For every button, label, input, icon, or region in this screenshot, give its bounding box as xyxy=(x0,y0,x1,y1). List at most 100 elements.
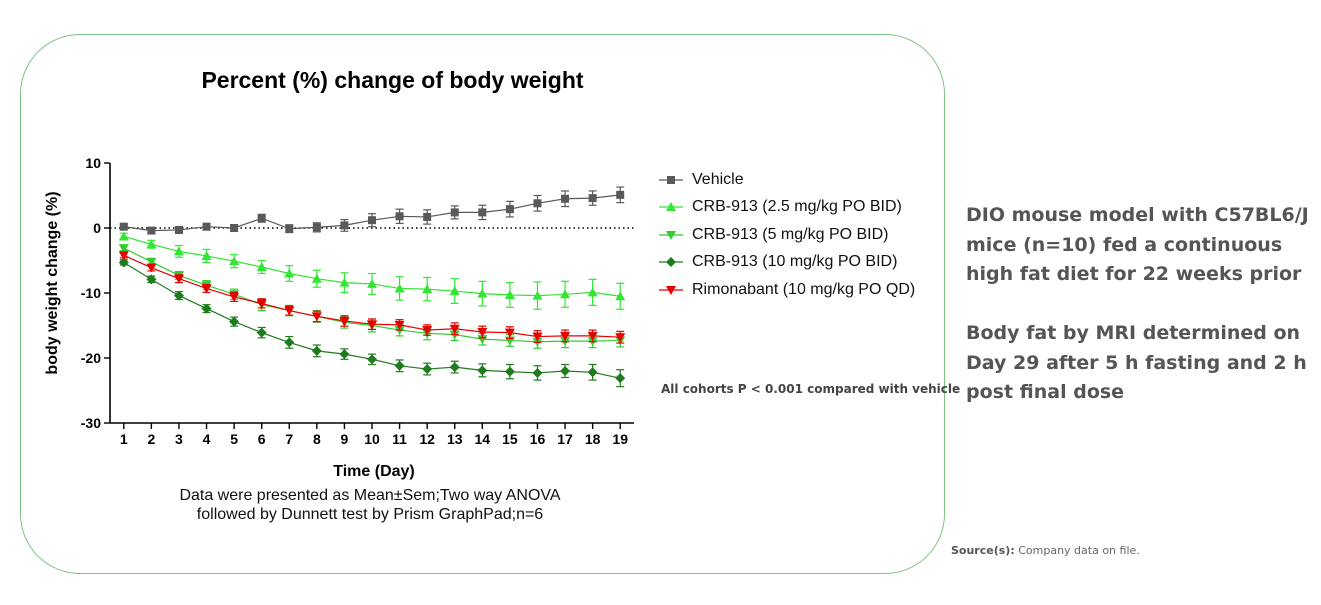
data-point xyxy=(339,316,350,326)
legend-item: Vehicle xyxy=(658,166,915,194)
x-tick-label: 16 xyxy=(530,431,546,447)
data-point xyxy=(422,284,433,294)
x-tick-label: 17 xyxy=(557,431,573,447)
x-tick-label: 18 xyxy=(585,431,601,447)
study-description: DIO mouse model with C57BL6/J mice (n=10… xyxy=(966,204,1309,285)
legend-label: CRB-913 (5 mg/kg PO BID) xyxy=(692,225,889,243)
data-point xyxy=(504,289,515,299)
data-point xyxy=(368,216,376,225)
x-tick-label: 13 xyxy=(447,431,463,447)
data-point xyxy=(118,251,129,261)
data-point xyxy=(560,331,571,341)
y-tick-label: 10 xyxy=(85,155,101,171)
data-point xyxy=(615,333,626,343)
caption-line-2: followed by Dunnett test by Prism GraphP… xyxy=(196,506,544,523)
data-point xyxy=(339,349,350,360)
data-point xyxy=(532,367,543,378)
series-1 xyxy=(118,231,626,310)
data-point xyxy=(367,278,377,288)
x-tick-label: 10 xyxy=(364,431,380,447)
data-point xyxy=(312,223,321,232)
data-point xyxy=(256,262,267,271)
data-point xyxy=(256,299,267,309)
data-point xyxy=(202,222,211,231)
x-tick-label: 8 xyxy=(313,431,321,447)
data-point xyxy=(588,194,597,203)
series-3 xyxy=(118,257,626,388)
legend-marker xyxy=(667,175,675,184)
legend-label: CRB-913 (10 mg/kg PO BID) xyxy=(692,253,898,271)
data-point xyxy=(229,316,240,327)
data-point xyxy=(423,212,432,221)
data-point xyxy=(311,273,322,283)
y-axis-label: body weight change (%) xyxy=(44,191,61,374)
source-note: Source(s): Company data on file. xyxy=(951,544,1140,557)
data-point xyxy=(340,221,349,230)
y-tick-label: -10 xyxy=(81,285,101,301)
x-tick-label: 11 xyxy=(392,431,407,447)
data-point xyxy=(615,291,626,301)
data-point xyxy=(146,274,157,285)
data-point xyxy=(587,331,598,341)
data-point xyxy=(532,332,543,342)
data-point xyxy=(532,290,543,300)
data-point xyxy=(422,326,433,336)
data-point xyxy=(560,366,571,376)
data-point xyxy=(477,328,488,337)
data-point xyxy=(201,303,212,314)
measurement-description: Body fat by MRI determined on Day 29 aft… xyxy=(966,322,1307,403)
significance-note: All cohorts P < 0.001 compared with vehi… xyxy=(661,382,961,396)
x-tick-label: 19 xyxy=(612,431,628,447)
data-point xyxy=(560,289,571,299)
data-point xyxy=(367,354,377,365)
chart-title: Percent (%) change of body weight xyxy=(201,67,584,93)
data-point xyxy=(449,324,460,334)
data-point xyxy=(229,292,240,302)
data-point xyxy=(477,365,488,376)
data-point xyxy=(311,312,322,322)
chart-legend: Vehicle CRB-913 (2.5 mg/kg PO BID) CRB-913… xyxy=(658,166,915,304)
x-tick-label: 6 xyxy=(258,431,266,447)
legend-item: CRB-913 (2.5 mg/kg PO BID) xyxy=(658,194,915,222)
data-point xyxy=(587,367,598,378)
x-tick-label: 5 xyxy=(230,431,238,447)
data-point xyxy=(201,284,212,294)
data-point xyxy=(394,320,405,330)
data-point xyxy=(118,231,129,241)
data-point xyxy=(229,256,240,266)
x-tick-label: 3 xyxy=(175,431,183,447)
data-point xyxy=(450,208,459,217)
data-point xyxy=(174,225,183,234)
data-point xyxy=(394,360,405,371)
source-text: Company data on file. xyxy=(1014,544,1140,557)
data-point xyxy=(587,287,598,297)
x-tick-label: 4 xyxy=(203,431,211,447)
data-point xyxy=(505,205,514,214)
legend-item: CRB-913 (10 mg/kg PO BID) xyxy=(658,249,915,277)
data-point xyxy=(285,224,294,233)
data-point xyxy=(256,327,267,338)
data-point xyxy=(395,212,404,221)
legend-marker xyxy=(666,202,676,212)
y-tick-label: -30 xyxy=(81,415,101,431)
legend-item: CRB-913 (5 mg/kg PO BID) xyxy=(658,221,915,249)
data-point xyxy=(449,286,460,296)
chart-panel xyxy=(20,34,945,574)
legend-label: Rimonabant (10 mg/kg PO QD) xyxy=(692,280,916,298)
legend-marker-icon xyxy=(659,230,683,240)
caption-line-1: Data were presented as Mean±Sem;Two way … xyxy=(179,487,561,504)
data-point xyxy=(284,268,295,278)
legend-label: Vehicle xyxy=(692,170,744,188)
data-point xyxy=(173,246,184,256)
data-point xyxy=(561,194,570,203)
data-point xyxy=(146,257,157,267)
data-point xyxy=(478,208,487,217)
data-point xyxy=(616,190,625,199)
x-tick-label: 14 xyxy=(475,431,491,447)
data-point xyxy=(367,320,377,330)
chart-caption: Data were presented as Mean±Sem;Two way … xyxy=(150,486,590,524)
data-point xyxy=(284,337,295,348)
data-point xyxy=(284,306,295,316)
data-point xyxy=(257,214,266,223)
series-2 xyxy=(118,244,626,349)
